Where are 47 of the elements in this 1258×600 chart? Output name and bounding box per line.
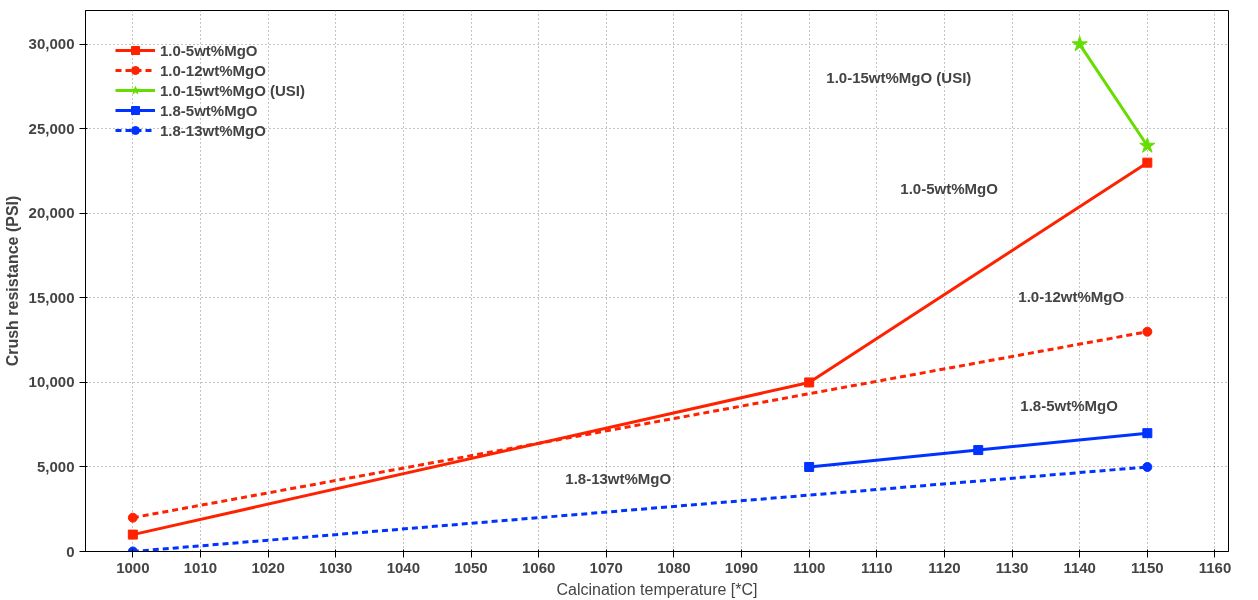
x-tick-label: 1130 <box>995 558 1029 576</box>
point <box>1142 326 1153 337</box>
x-tick-label: 1020 <box>251 558 285 576</box>
x-tick-label: 1000 <box>116 558 150 576</box>
point <box>804 377 815 388</box>
annotation: 1.0-5wt%MgO <box>900 180 999 198</box>
legend-label: 1.8-13wt%MgO <box>160 120 266 140</box>
x-tick-label: 1040 <box>386 558 421 576</box>
annotation: 1.8-5wt%MgO <box>1020 396 1119 414</box>
point <box>804 461 815 472</box>
x-tick-label: 1100 <box>792 558 826 576</box>
point <box>1139 137 1156 153</box>
point <box>1071 35 1088 52</box>
x-tick-label: 1150 <box>1131 558 1164 576</box>
point <box>973 445 984 456</box>
point <box>1142 461 1153 472</box>
x-tick-label: 1080 <box>657 558 691 576</box>
x-tick-label: 1030 <box>319 558 353 576</box>
annotation: 1.8-13wt%MgO <box>565 470 672 488</box>
y-axis-title: Crush resistance (PSI) <box>3 195 21 367</box>
annotation: 1.0-15wt%MgO (USI) <box>826 69 972 87</box>
y-tick-label: 30,000 <box>28 35 75 53</box>
legend-label: 1.0-12wt%MgO <box>160 60 266 80</box>
x-tick-label: 1050 <box>454 558 488 576</box>
y-tick-label: 10,000 <box>28 373 75 391</box>
annotation: 1.0-12wt%MgO <box>1018 288 1125 306</box>
point <box>1142 428 1153 439</box>
legend-label: 1.0-5wt%MgO <box>160 40 258 60</box>
x-axis-title: Calcination temperature [*C] <box>556 580 758 598</box>
x-tick-label: 1010 <box>183 558 218 576</box>
point <box>1142 157 1153 168</box>
y-tick-label: 15,000 <box>28 288 75 306</box>
point <box>127 529 138 540</box>
x-tick-label: 1090 <box>724 558 759 576</box>
x-tick-label: 1120 <box>928 558 961 576</box>
x-tick-label: 1060 <box>521 558 556 576</box>
legend-label: 1.8-5wt%MgO <box>160 100 258 120</box>
x-tick-label: 1110 <box>860 558 893 576</box>
x-tick-label: 1160 <box>1198 558 1232 576</box>
point <box>127 512 138 523</box>
y-tick-label: 20,000 <box>28 204 75 222</box>
y-tick-label: 25,000 <box>28 119 75 137</box>
x-tick-label: 1070 <box>589 558 623 576</box>
y-tick-label: 0 <box>66 542 75 560</box>
legend-label: 1.0-15wt%MgO (USI) <box>160 80 306 100</box>
x-tick-label: 1140 <box>1063 558 1096 576</box>
y-tick-label: 5,000 <box>36 457 75 475</box>
